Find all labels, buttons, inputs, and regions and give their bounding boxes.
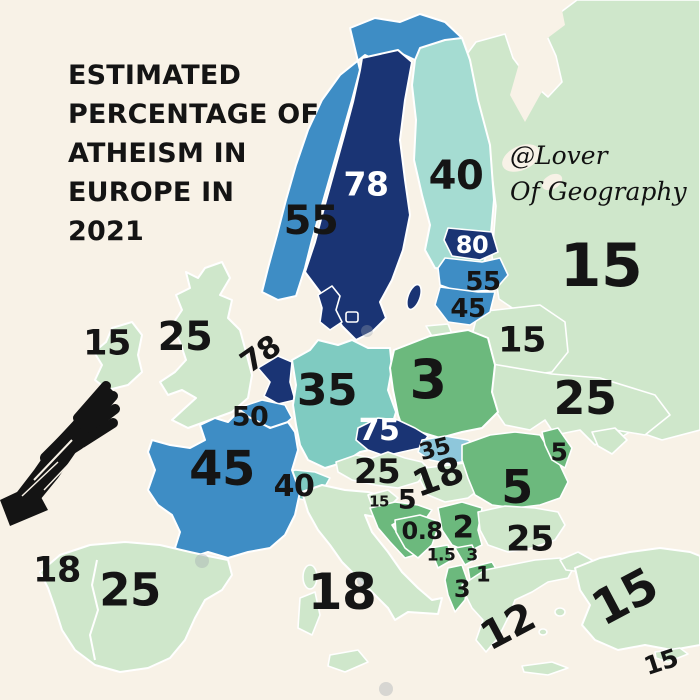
label-lithuania: 45 xyxy=(450,294,486,324)
country-crimea xyxy=(591,427,628,455)
label-czech-republic: 75 xyxy=(358,413,400,448)
label-kosovo: 3 xyxy=(466,545,478,566)
country-sardinia xyxy=(297,591,321,636)
white-sea xyxy=(505,0,565,122)
label-ireland: 15 xyxy=(83,323,131,364)
label-greece: 12 xyxy=(473,593,543,661)
label-romania: 5 xyxy=(501,460,533,514)
country-lithuania xyxy=(434,286,496,326)
label-belarus: 15 xyxy=(498,320,546,361)
country-ireland xyxy=(93,321,143,391)
lake-onega xyxy=(541,173,563,191)
country-norway xyxy=(261,13,463,301)
country-greece xyxy=(461,557,576,653)
label-france: 45 xyxy=(189,441,255,497)
label-serbia: 2 xyxy=(452,509,474,546)
country-montenegro xyxy=(429,544,453,569)
label-united-kingdom: 25 xyxy=(157,314,213,360)
country-gotland xyxy=(406,283,422,311)
country-sweden xyxy=(304,49,413,341)
lake-ladoga xyxy=(502,144,540,172)
title-line: 2021 xyxy=(68,216,144,247)
label-turkey: 15 xyxy=(582,556,668,638)
country-ukraine xyxy=(479,361,671,446)
country-moldova xyxy=(541,427,573,469)
label-croatia: 5 xyxy=(397,484,417,516)
label-moldova: 5 xyxy=(550,437,568,467)
label-estonia: 80 xyxy=(455,231,489,259)
country-crete xyxy=(521,661,569,676)
watermark-credit: @Lover Of Geography xyxy=(510,138,700,210)
label-netherlands: 78 xyxy=(233,328,288,381)
title-line: EUROPE IN xyxy=(68,177,235,208)
label-spain: 25 xyxy=(99,563,161,617)
label-switzerland: 40 xyxy=(273,469,315,504)
label-finland: 40 xyxy=(428,153,484,199)
label-ukraine: 25 xyxy=(553,371,617,425)
country-estonia xyxy=(443,227,499,261)
label-bosnia-and-herzegovina: 0.8 xyxy=(401,517,443,545)
country-kosovo xyxy=(454,544,479,566)
country-romania xyxy=(461,431,569,509)
country-bulgaria xyxy=(477,505,566,553)
label-slovenia: 15 xyxy=(369,492,389,511)
title-line: ESTIMATED xyxy=(68,60,242,91)
country-uk xyxy=(159,261,253,429)
label-belgium: 50 xyxy=(231,401,269,433)
country-corsica xyxy=(302,564,318,590)
label-norway: 55 xyxy=(283,198,339,244)
country-bosnia xyxy=(394,514,441,559)
country-cyprus xyxy=(654,647,689,663)
country-albania xyxy=(444,564,469,613)
label-poland: 3 xyxy=(409,348,447,411)
label-montenegro: 1.5 xyxy=(426,545,456,566)
country-latvia xyxy=(437,257,509,293)
praying-hands-illustration xyxy=(0,381,120,526)
label-albania: 3 xyxy=(453,575,471,603)
title-line: ATHEISM IN xyxy=(68,138,247,169)
country-sicily xyxy=(327,649,369,673)
label-germany: 35 xyxy=(296,365,358,416)
label-hungary: 18 xyxy=(406,448,470,506)
country-poland xyxy=(389,329,499,439)
label-sweden: 78 xyxy=(343,164,389,204)
country-denmark-island xyxy=(345,311,359,323)
label-north-macedonia: 1 xyxy=(475,562,491,587)
label-austria: 25 xyxy=(353,452,401,492)
country-denmark xyxy=(317,285,343,331)
greek-island-2 xyxy=(538,628,548,636)
label-cyprus: 15 xyxy=(640,642,682,682)
country-iberia xyxy=(39,541,233,673)
label-latvia: 55 xyxy=(465,267,501,297)
label-portugal: 18 xyxy=(33,550,81,591)
page-title: ESTIMATED PERCENTAGE OF ATHEISM IN EUROP… xyxy=(68,56,338,251)
watermark-line1: @Lover xyxy=(510,141,608,170)
country-serbia xyxy=(437,501,483,553)
label-bulgaria: 25 xyxy=(506,519,554,560)
title-line: PERCENTAGE OF xyxy=(68,99,320,130)
watermark-line2: Of Geography xyxy=(510,177,687,206)
greek-island-1 xyxy=(554,607,566,617)
label-italy: 18 xyxy=(307,563,377,621)
decorative-dots xyxy=(195,325,393,696)
border-portugal-spain xyxy=(88,559,100,661)
label-russia: 15 xyxy=(559,231,643,301)
